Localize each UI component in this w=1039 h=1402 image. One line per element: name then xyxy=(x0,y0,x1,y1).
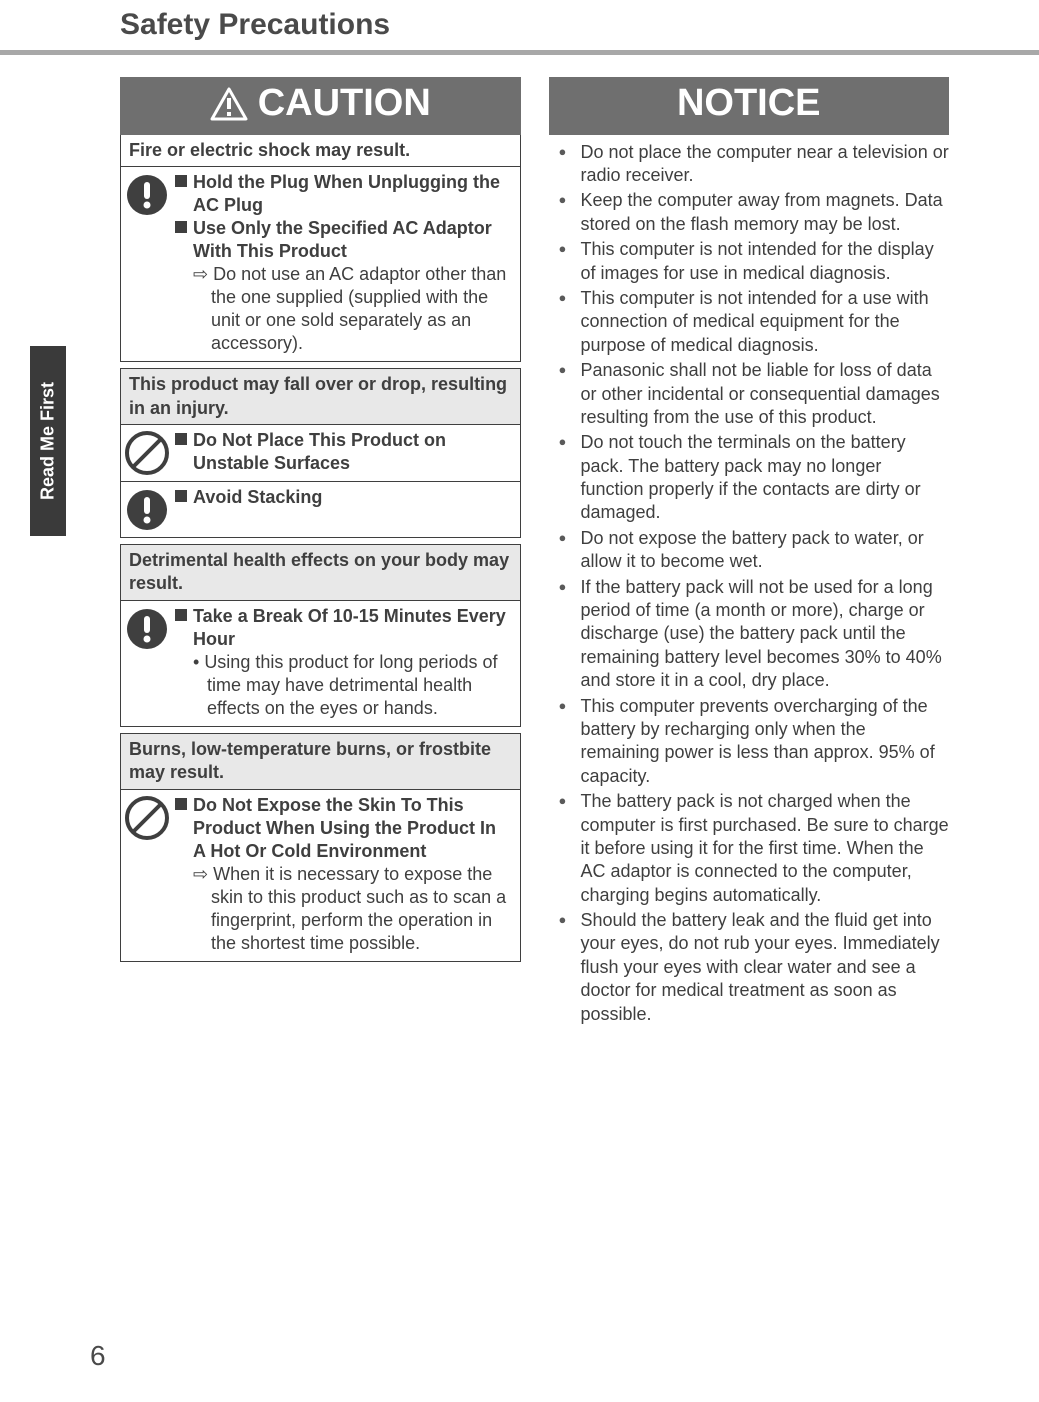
mandatory-icon xyxy=(121,601,175,726)
notice-banner-label: NOTICE xyxy=(677,81,821,127)
bullet-icon xyxy=(553,238,581,285)
prohibit-icon xyxy=(121,790,175,961)
page-title: Safety Precautions xyxy=(120,0,949,50)
notice-item: Do not place the computer near a televis… xyxy=(553,141,950,188)
caution-banner: CAUTION xyxy=(120,77,521,135)
notice-item: This computer is not intended for the di… xyxy=(553,238,950,285)
horizontal-rule xyxy=(0,50,1039,55)
mandatory-icon xyxy=(121,482,175,537)
notice-text: Panasonic shall not be liable for loss o… xyxy=(581,359,950,429)
caution-body-text: Do Not Place This Product on Unstable Su… xyxy=(175,425,520,481)
notice-item: Do not touch the terminals on the batter… xyxy=(553,431,950,525)
notice-text: If the battery pack will not be used for… xyxy=(581,576,950,693)
notice-item: This computer prevents overcharging of t… xyxy=(553,695,950,789)
caution-row: Do Not Expose the Skin To This Product W… xyxy=(120,790,521,962)
notice-text: The battery pack is not charged when the… xyxy=(581,790,950,907)
prohibit-icon xyxy=(121,425,175,481)
caution-body-text: Hold the Plug When Unplugging the AC Plu… xyxy=(175,167,520,361)
notice-text: Do not expose the battery pack to water,… xyxy=(581,527,950,574)
notice-item: The battery pack is not charged when the… xyxy=(553,790,950,907)
caution-body-text: Take a Break Of 10-15 Minutes Every Hour… xyxy=(175,601,520,726)
notice-item: Should the battery leak and the fluid ge… xyxy=(553,909,950,1026)
bullet-icon xyxy=(553,287,581,357)
side-tab: Read Me First xyxy=(30,346,66,536)
bullet-icon xyxy=(553,431,581,525)
mandatory-icon xyxy=(121,167,175,361)
notice-text: This computer is not intended for the di… xyxy=(581,238,950,285)
notice-text: Do not place the computer near a televis… xyxy=(581,141,950,188)
caution-row: Take a Break Of 10-15 Minutes Every Hour… xyxy=(120,601,521,727)
notice-item: Keep the computer away from magnets. Dat… xyxy=(553,189,950,236)
caution-banner-label: CAUTION xyxy=(258,81,431,127)
notice-item: If the battery pack will not be used for… xyxy=(553,576,950,693)
caution-section-header: Burns, low-temperature burns, or frostbi… xyxy=(120,733,521,790)
bullet-icon xyxy=(553,189,581,236)
caution-section-header: This product may fall over or drop, resu… xyxy=(120,368,521,425)
notice-banner: NOTICE xyxy=(549,77,950,135)
caution-row: Hold the Plug When Unplugging the AC Plu… xyxy=(120,167,521,362)
bullet-icon xyxy=(553,695,581,789)
notice-item: This computer is not intended for a use … xyxy=(553,287,950,357)
caution-body-text: Do Not Expose the Skin To This Product W… xyxy=(175,790,520,961)
bullet-icon xyxy=(553,790,581,907)
caution-row: Avoid Stacking xyxy=(120,482,521,538)
bullet-icon xyxy=(553,527,581,574)
notice-text: This computer prevents overcharging of t… xyxy=(581,695,950,789)
notice-text: Keep the computer away from magnets. Dat… xyxy=(581,189,950,236)
notice-text: Should the battery leak and the fluid ge… xyxy=(581,909,950,1026)
bullet-icon xyxy=(553,909,581,1026)
notice-column: NOTICE Do not place the computer near a … xyxy=(549,77,950,1028)
bullet-icon xyxy=(553,359,581,429)
caution-body-text: Avoid Stacking xyxy=(175,482,520,537)
caution-column: CAUTION Fire or electric shock may resul… xyxy=(120,77,521,1028)
bullet-icon xyxy=(553,576,581,693)
notice-item: Do not expose the battery pack to water,… xyxy=(553,527,950,574)
notice-item: Panasonic shall not be liable for loss o… xyxy=(553,359,950,429)
notice-text: This computer is not intended for a use … xyxy=(581,287,950,357)
notice-text: Do not touch the terminals on the batter… xyxy=(581,431,950,525)
warning-icon xyxy=(210,87,248,121)
caution-section-header: Fire or electric shock may result. xyxy=(120,135,521,167)
bullet-icon xyxy=(553,141,581,188)
page-number: 6 xyxy=(90,1340,106,1372)
notice-list: Do not place the computer near a televis… xyxy=(549,135,950,1026)
caution-row: Do Not Place This Product on Unstable Su… xyxy=(120,425,521,482)
caution-section-header: Detrimental health effects on your body … xyxy=(120,544,521,601)
